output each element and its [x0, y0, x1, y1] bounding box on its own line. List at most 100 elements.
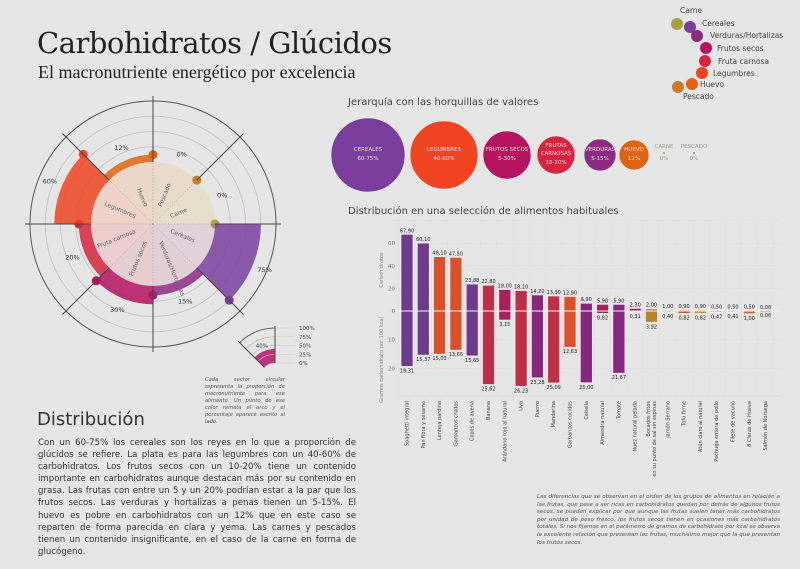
- bubble-name: LEGUMBRES: [427, 147, 462, 153]
- category-label: Uva: [519, 401, 525, 411]
- bar-value-label-bottom: 3,92: [646, 324, 657, 330]
- bubble-frutas-carnosas: [536, 135, 576, 175]
- category-label: Almendra natural: [600, 401, 606, 445]
- bar-value-label-bottom: 13,65: [449, 352, 463, 358]
- bar: [596, 303, 609, 314]
- y-axis-label-bottom: Gramos carbohidrato por 100 kcal: [379, 317, 385, 403]
- bar: [612, 303, 626, 374]
- bar: [531, 294, 544, 379]
- sector-inner-2: [153, 224, 215, 268]
- legend-dot-icon: [672, 81, 684, 93]
- bar-value-label-bottom: 0,41: [727, 314, 738, 320]
- key-ring: [251, 345, 276, 356]
- category-label: Jamón Serrano: [664, 401, 671, 439]
- legend-dot-icon: [700, 42, 712, 54]
- bar-value-label-top: 18,10: [514, 285, 528, 291]
- bubble-verduras: [583, 138, 617, 172]
- bar-value-label-top: 14,20: [530, 289, 544, 295]
- bubble-chart: CEREALES 60-75% LEGUMBRES 40-60% FRUTOS SECO…: [330, 117, 708, 193]
- bar-value-label-bottom: 0,82: [679, 315, 690, 321]
- bar-value-label-top: 0,90: [695, 304, 706, 310]
- key-scale-label: 50%: [299, 344, 311, 350]
- bubble-name: PESCADO: [681, 144, 708, 150]
- category-label: Copos de avena: [470, 401, 476, 441]
- bubble-legumbres: [409, 120, 479, 190]
- sector-arc: [196, 224, 261, 301]
- bar: [742, 310, 756, 315]
- bar: [482, 284, 495, 385]
- distribution-heading: Distribución: [37, 409, 145, 430]
- legend-label: Fruta carnosa: [718, 57, 769, 66]
- key-scale-label: 0%: [299, 361, 308, 367]
- page-title: Carbohidratos / Glúcidos: [37, 26, 392, 60]
- sector-divider-inner: [108, 179, 154, 225]
- bubble-range: 10-20%: [545, 160, 566, 166]
- bubble-name: CEREALES: [354, 147, 383, 153]
- legend-dot-icon: [699, 55, 711, 67]
- bar: [449, 256, 463, 351]
- key-ring: [239, 327, 276, 343]
- bar: [498, 289, 512, 321]
- category-label: Spaghetti integral: [405, 401, 411, 446]
- bar: [579, 302, 593, 384]
- bar-value-label-top: 2,30: [630, 302, 641, 308]
- page-subtitle: El macronutriente energético por excelen…: [38, 62, 356, 82]
- bar-value-label-top: 13,30: [547, 290, 561, 296]
- key-edge: [237, 340, 265, 368]
- bar-value-label-top: 12,90: [563, 290, 577, 296]
- category-label: Tomate: [616, 401, 622, 420]
- y-tick-label: 20: [388, 286, 395, 292]
- category-label: 8 Claras de Huevo: [747, 401, 753, 447]
- sector-divider: [62, 133, 110, 181]
- sector-inner-1: [153, 180, 215, 224]
- bubble-dot-icon: [693, 152, 695, 154]
- sector-value-label: 20%: [65, 253, 79, 261]
- bar-value-label-top: 5,90: [613, 298, 624, 304]
- category-label: Filete de vacuno: [731, 401, 737, 442]
- bubble-name: VERDURAS: [585, 147, 616, 153]
- bar-value-label-top: 23,88: [465, 278, 479, 284]
- bubble-dot-icon: [663, 152, 665, 154]
- bar-value-label-bottom: 0,31: [630, 314, 641, 320]
- sector-arc: [96, 267, 153, 305]
- bar-value-label-bottom: 19,31: [400, 368, 414, 374]
- key-example-arc: [254, 349, 275, 368]
- bar: [677, 309, 691, 314]
- bar-value-label-bottom: 3,15: [499, 322, 510, 328]
- category-label: Bocados fritos: [646, 401, 652, 437]
- bar-value-label-top: 0,00: [760, 305, 771, 311]
- bubble-range: 12%: [628, 156, 640, 162]
- bar-value-label-bottom: 15,65: [465, 358, 479, 364]
- bar-value-label-bottom: 0,82: [597, 315, 608, 321]
- legend-dot-icon: [691, 30, 703, 42]
- bubble-cereales: [330, 117, 406, 193]
- sector-inner-4: [109, 224, 153, 286]
- category-label: Banana: [486, 401, 492, 420]
- category-label: Puerro: [535, 401, 541, 417]
- sector-inner-5: [91, 224, 153, 268]
- legend-dot-icon: [684, 21, 696, 33]
- bar: [416, 242, 430, 356]
- bar-value-label-top: 22,80: [481, 279, 495, 285]
- bubble-range: 5-30%: [498, 156, 516, 162]
- sector-value-label: 0%: [217, 191, 227, 199]
- sector-value-label: 0%: [177, 151, 187, 159]
- bar: [433, 256, 446, 355]
- legend-label: Cereales: [702, 19, 735, 28]
- bar-value-label-top: 0,50: [727, 304, 738, 310]
- bubble-name: CARNE: [654, 144, 674, 150]
- y-tick-label: 40: [388, 264, 395, 270]
- bar-value-label-bottom: 12,63: [563, 349, 577, 355]
- key-example-label: 40%: [256, 344, 268, 350]
- y-tick-label: 10: [388, 338, 395, 344]
- bar-value-label-top: 48,10: [432, 251, 446, 257]
- bar-value-label-bottom: 15,03: [432, 356, 446, 362]
- sector-divider-inner: [152, 223, 198, 269]
- bar-value-label-bottom: 0,47: [711, 314, 722, 320]
- category-label: Arándano rojo al natural: [501, 401, 508, 462]
- bar: [628, 308, 642, 313]
- bubble-range: 60-75%: [357, 156, 378, 162]
- sector-arc: [78, 224, 110, 277]
- bar-chart-title: Distribución en una selección de aliment…: [348, 206, 619, 217]
- category-label: Salmón de Noruega: [762, 401, 769, 451]
